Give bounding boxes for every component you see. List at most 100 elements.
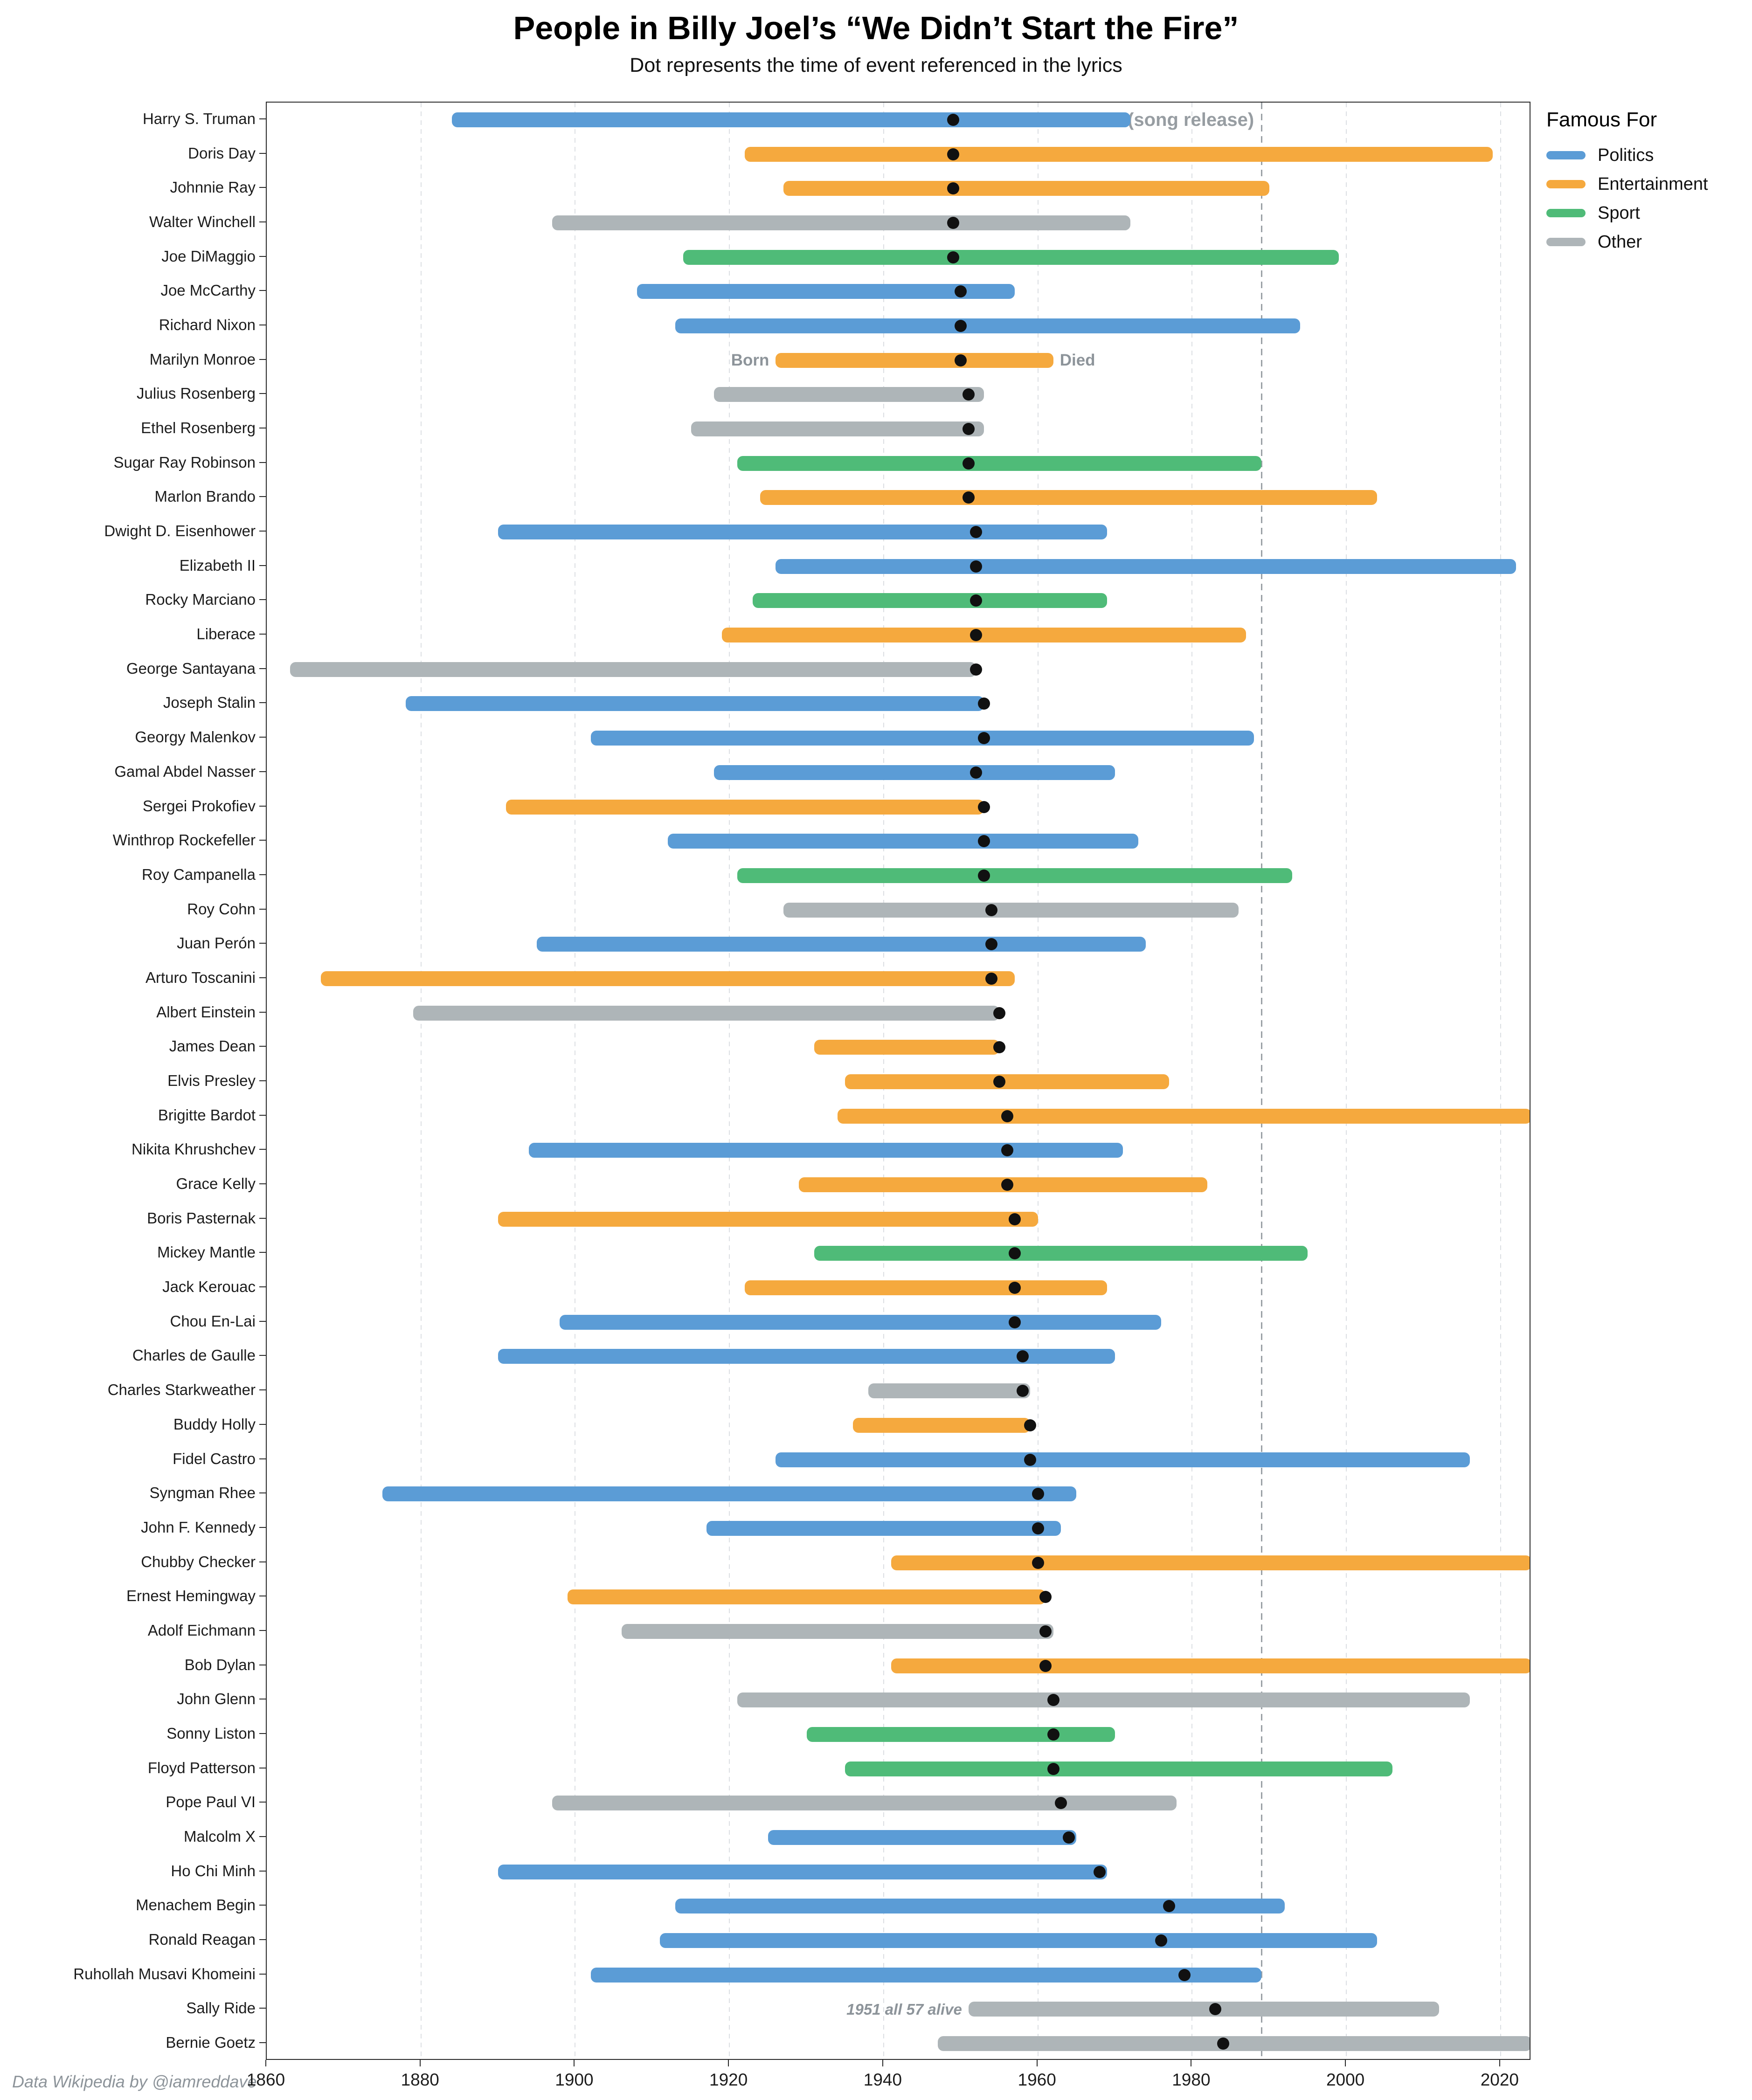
y-tick (259, 1561, 266, 1562)
event-dot (962, 423, 975, 435)
event-dot (1001, 1110, 1013, 1122)
x-tick-label: 1860 (246, 2070, 285, 2089)
y-tick (259, 840, 266, 841)
gridline-2020 (1500, 103, 1501, 2059)
y-tick (259, 737, 266, 738)
lifespan-bar (567, 1589, 1046, 1605)
event-dot (1024, 1419, 1037, 1431)
lifespan-bar (506, 799, 984, 815)
event-dot (1001, 1179, 1013, 1191)
event-dot (985, 904, 998, 916)
event-dot (1001, 1144, 1013, 1157)
lifespan-bar (498, 1211, 1038, 1227)
y-tick (259, 359, 266, 360)
event-dot (1009, 1213, 1021, 1225)
all-alive-annotation: 1951 all 57 alive (846, 2001, 962, 2018)
y-tick (259, 1802, 266, 1803)
x-tick (1036, 2060, 1038, 2066)
x-tick (1345, 2060, 1346, 2066)
lifespan-bar (667, 834, 1138, 849)
y-tick (259, 599, 266, 601)
y-tick (259, 1286, 266, 1288)
event-dot (962, 388, 975, 401)
legend-items: Politics Entertainment Sport Other (1546, 141, 1752, 256)
legend-item-politics: Politics (1546, 141, 1752, 170)
event-dot (947, 148, 959, 160)
lifespan-bar (660, 1933, 1378, 1948)
event-dot (1009, 1282, 1021, 1294)
person-label: Charles de Gaulle (132, 1347, 256, 1364)
y-tick (259, 771, 266, 772)
gridline-2000 (1346, 103, 1347, 2059)
y-tick (259, 565, 266, 566)
event-dot (970, 594, 983, 607)
person-label: Liberace (196, 625, 256, 643)
person-label: Elizabeth II (179, 556, 256, 574)
lifespan-bar (768, 1830, 1077, 1845)
y-tick (259, 187, 266, 188)
event-dot (1209, 2003, 1221, 2016)
legend-label: Entertainment (1598, 174, 1708, 194)
data-credit: Data Wikipedia by @iamreddave (12, 2072, 257, 2091)
person-label: Ernest Hemingway (126, 1587, 256, 1605)
person-label: Bob Dylan (184, 1656, 256, 1673)
person-label: Pope Paul VI (166, 1793, 256, 1811)
person-label: Brigitte Bardot (158, 1106, 256, 1124)
lifespan-bar (675, 318, 1300, 333)
person-label: Gamal Abdel Nasser (114, 762, 256, 780)
person-label: George Santayana (126, 659, 256, 677)
event-dot (947, 113, 959, 126)
person-label: Nikita Khrushchev (132, 1140, 256, 1158)
person-label: Roy Cohn (187, 900, 256, 918)
y-tick (259, 634, 266, 635)
sport-swatch (1546, 209, 1586, 217)
lifespan-bar (745, 146, 1493, 162)
lifespan-bar (776, 1452, 1470, 1467)
politics-swatch (1546, 151, 1586, 159)
lifespan-bar (621, 1623, 1053, 1639)
lifespan-bar (714, 387, 984, 402)
lifespan-bar (683, 249, 1339, 265)
event-dot (947, 216, 959, 229)
died-annotation: Died (1060, 351, 1095, 369)
person-label: Julius Rosenberg (137, 385, 256, 402)
person-label: Sally Ride (186, 1999, 256, 2017)
lifespan-bar (814, 1246, 1308, 1261)
event-dot (1016, 1350, 1029, 1363)
y-tick (259, 1389, 266, 1391)
event-dot (993, 1041, 1005, 1054)
y-tick (259, 1252, 266, 1253)
x-tick-label: 1900 (555, 2070, 594, 2089)
person-label: Joseph Stalin (163, 694, 256, 712)
person-label: Doris Day (188, 144, 256, 162)
y-tick (259, 1733, 266, 1734)
person-label: Chou En-Lai (170, 1312, 256, 1330)
song-release-line (1260, 103, 1262, 2059)
y-tick (259, 1630, 266, 1631)
lifespan-bar (937, 2036, 1530, 2052)
y-tick (259, 1905, 266, 1906)
y-tick (259, 152, 266, 154)
lifespan-bar (776, 352, 1053, 368)
person-label: Sonny Liston (166, 1725, 256, 1742)
y-tick (259, 1973, 266, 1975)
lifespan-bar (776, 559, 1516, 574)
event-dot (970, 560, 983, 573)
person-label: Sugar Ray Robinson (113, 453, 256, 471)
event-dot (1163, 1900, 1175, 1913)
lifespan-bar (413, 1005, 999, 1021)
y-tick (259, 702, 266, 704)
event-dot (1217, 2038, 1229, 2050)
event-dot (1039, 1591, 1052, 1603)
person-label: Sergei Prokofiev (142, 797, 256, 815)
legend-title: Famous For (1546, 108, 1657, 131)
y-tick (259, 2042, 266, 2044)
lifespan-bar (382, 1486, 1077, 1502)
chart-subtitle: Dot represents the time of event referen… (630, 54, 1122, 76)
y-tick (259, 874, 266, 875)
y-tick (259, 462, 266, 463)
lifespan-bar (845, 1761, 1393, 1776)
x-tick (728, 2060, 729, 2066)
y-tick (259, 1458, 266, 1459)
person-label: James Dean (169, 1037, 256, 1055)
